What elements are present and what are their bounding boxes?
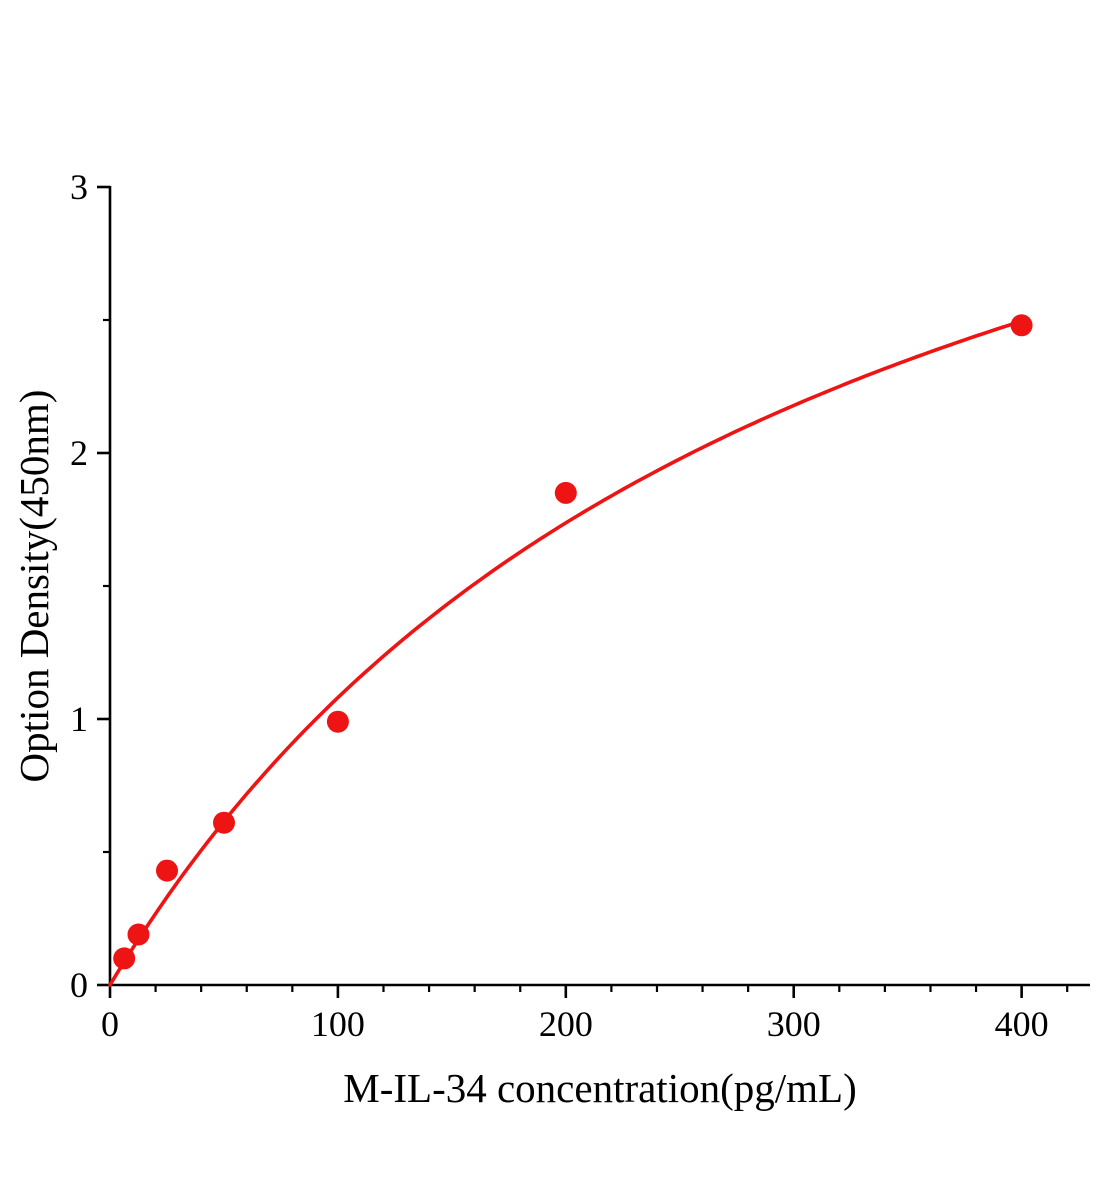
data-point [1010,314,1033,337]
fit-curve [108,319,1024,987]
y-tick-label: 2 [70,433,88,473]
y-tick-label: 1 [70,699,88,739]
y-axis-title: Option Density(450nm) [11,390,57,783]
y-tick-label: 0 [70,965,88,1005]
data-point [213,811,235,834]
data-point [113,947,136,970]
y-tick-label: 3 [70,167,88,207]
x-tick-label: 0 [101,1004,119,1044]
x-tick-label: 100 [311,1004,365,1044]
data-point [554,481,577,504]
x-tick-label: 200 [539,1004,593,1044]
x-axis-title: M-IL-34 concentration(pg/mL) [343,1065,856,1111]
x-tick-label: 300 [767,1004,821,1044]
data-point [127,923,150,946]
data-point [156,859,178,882]
x-tick-label: 400 [995,1004,1049,1044]
data-point [326,710,349,733]
